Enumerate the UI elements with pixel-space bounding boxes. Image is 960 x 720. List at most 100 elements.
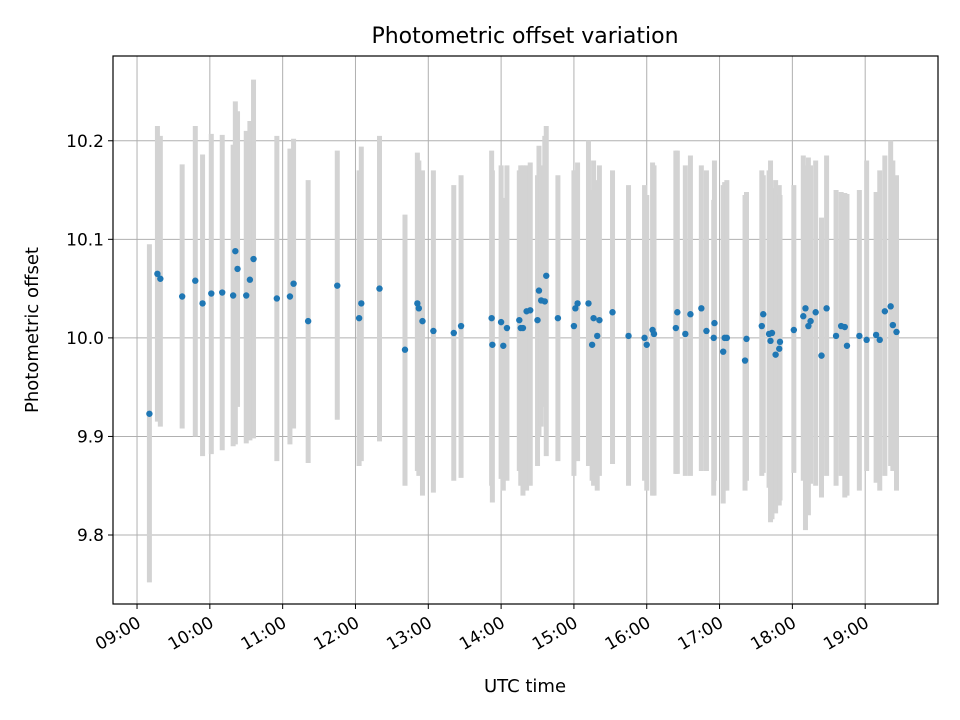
x-axis-label: UTC time <box>484 676 566 697</box>
data-point <box>650 330 658 338</box>
data-point <box>876 336 883 344</box>
data-point <box>588 341 596 348</box>
data-point <box>527 307 534 314</box>
data-point <box>768 329 776 337</box>
data-point <box>414 300 421 307</box>
data-point <box>488 314 495 322</box>
data-point <box>741 357 749 364</box>
data-point <box>574 300 581 307</box>
data-point <box>832 332 840 340</box>
data-point <box>500 342 507 349</box>
data-point <box>497 318 505 326</box>
data-point <box>534 316 541 324</box>
data-point <box>698 305 705 312</box>
data-point <box>457 322 465 330</box>
y-tick-label: 9.8 <box>77 526 104 546</box>
data-point <box>807 317 814 325</box>
y-axis-ticks: 9.8 9.9 10.0 10.1 10.2 <box>66 132 113 546</box>
data-point <box>154 270 161 278</box>
data-point <box>609 309 616 316</box>
data-point <box>541 298 548 305</box>
data-point <box>430 327 437 335</box>
data-point <box>863 336 870 344</box>
data-point <box>776 345 783 352</box>
data-point <box>234 265 241 273</box>
data-point <box>889 321 897 329</box>
data-point <box>219 289 226 296</box>
data-point <box>290 280 297 287</box>
data-point <box>641 334 648 342</box>
data-point <box>503 324 511 332</box>
data-point <box>450 329 457 337</box>
data-point <box>841 323 848 331</box>
data-point <box>643 341 650 348</box>
data-point <box>286 293 294 300</box>
data-point <box>687 311 694 318</box>
data-point <box>594 332 601 340</box>
data-point <box>856 332 863 340</box>
data-point <box>535 287 543 294</box>
data-point <box>711 319 718 327</box>
data-point <box>243 292 250 299</box>
data-point <box>355 314 363 322</box>
data-point <box>710 334 717 342</box>
data-point <box>146 410 153 417</box>
data-point <box>776 338 784 346</box>
data-point <box>872 331 880 339</box>
data-point <box>489 341 496 348</box>
data-point <box>304 317 312 325</box>
data-point <box>376 285 383 292</box>
data-point <box>818 352 825 359</box>
data-point <box>723 334 731 342</box>
data-point <box>596 316 603 324</box>
data-point <box>246 276 254 283</box>
data-point <box>812 309 819 316</box>
y-tick-label: 10.2 <box>66 132 104 152</box>
data-point <box>419 317 426 325</box>
data-point <box>805 322 812 330</box>
data-point <box>250 255 257 263</box>
data-point <box>719 348 727 355</box>
data-point <box>893 328 900 336</box>
data-point <box>682 330 689 338</box>
data-point <box>881 308 889 315</box>
y-tick-label: 10.0 <box>66 329 104 349</box>
data-point <box>570 322 578 330</box>
data-point <box>800 313 807 320</box>
data-point <box>758 322 765 330</box>
data-point <box>772 351 779 358</box>
data-point <box>199 300 206 307</box>
data-point <box>178 293 186 300</box>
data-point <box>625 332 632 340</box>
data-point <box>232 247 239 255</box>
data-point <box>572 305 579 312</box>
y-tick-label: 9.9 <box>77 427 104 447</box>
data-point <box>823 305 830 312</box>
data-point <box>543 272 550 279</box>
data-points <box>146 247 900 417</box>
data-point <box>208 290 215 297</box>
data-point <box>887 303 894 310</box>
data-point <box>334 282 341 289</box>
data-point <box>401 346 409 353</box>
y-axis-label: Photometric offset <box>22 247 43 413</box>
data-point <box>590 314 597 322</box>
y-tick-label: 10.1 <box>66 230 104 250</box>
data-point <box>192 277 199 284</box>
data-point <box>802 305 809 312</box>
data-point <box>672 324 680 332</box>
data-point <box>743 335 750 343</box>
data-point <box>674 309 681 316</box>
data-point <box>703 327 710 335</box>
plot-area-frame <box>112 55 939 605</box>
data-point <box>843 342 851 349</box>
data-point <box>273 295 281 302</box>
chart-title: Photometric offset variation <box>371 24 678 49</box>
data-point <box>358 300 365 307</box>
error-bars <box>146 79 899 583</box>
data-point <box>767 337 774 345</box>
data-point <box>585 300 592 307</box>
data-point <box>760 311 767 318</box>
data-point <box>157 275 164 282</box>
